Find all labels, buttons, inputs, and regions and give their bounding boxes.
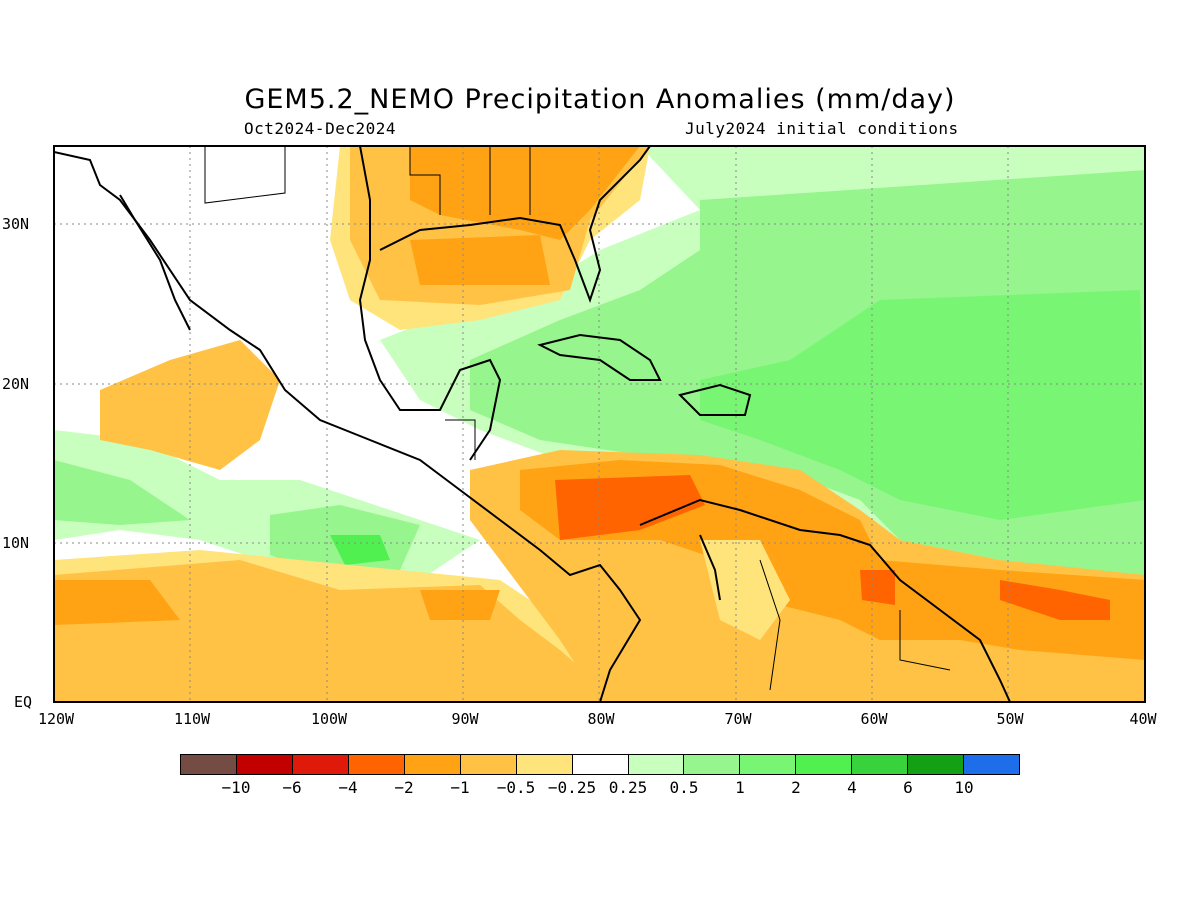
colorbar-swatch bbox=[964, 755, 1020, 774]
colorbar-label: 1 bbox=[735, 778, 745, 797]
andes-yellow bbox=[700, 540, 790, 640]
colorbar-label: −1 bbox=[450, 778, 470, 797]
colorbar-label: −2 bbox=[394, 778, 414, 797]
colorbar-swatch bbox=[740, 755, 797, 774]
colorbar-label: 6 bbox=[903, 778, 913, 797]
colorbar-swatch bbox=[908, 755, 965, 774]
graticule bbox=[54, 146, 1145, 702]
initial-conditions-label: July2024 initial conditions bbox=[685, 119, 959, 138]
lon-label-70w: 70W bbox=[724, 710, 752, 728]
lon-label-50w: 50W bbox=[996, 710, 1024, 728]
colorbar bbox=[180, 754, 1020, 775]
pacific-orange-core-east bbox=[420, 590, 500, 620]
lat-label-10n: 10N bbox=[2, 534, 30, 552]
colorbar-swatch bbox=[460, 755, 517, 774]
pacific-orange-core-west bbox=[54, 580, 180, 625]
lat-label-eq: EQ bbox=[14, 693, 33, 711]
caribbean-deep-orange bbox=[555, 475, 705, 540]
colorbar-swatch bbox=[628, 755, 685, 774]
colorbar-swatch bbox=[236, 755, 293, 774]
guiana-deep-orange bbox=[860, 570, 895, 605]
lon-label-40w: 40W bbox=[1129, 710, 1157, 728]
colorbar-label: −6 bbox=[282, 778, 302, 797]
lon-label-90w: 90W bbox=[451, 710, 479, 728]
lon-label-60w: 60W bbox=[860, 710, 888, 728]
colorbar-label: −4 bbox=[338, 778, 358, 797]
colorbar-label: −0.25 bbox=[547, 778, 597, 797]
plot-frame bbox=[53, 145, 1146, 703]
southeast-us-orange bbox=[410, 146, 640, 240]
lat-label-30n: 30N bbox=[2, 215, 30, 233]
lon-label-110w: 110W bbox=[173, 710, 211, 728]
colorbar-swatch bbox=[852, 755, 909, 774]
map-title: GEM5.2_NEMO Precipitation Anomalies (mm/… bbox=[244, 84, 956, 115]
pacific-green-core bbox=[330, 535, 390, 565]
colorbar-label: 0.5 bbox=[669, 778, 699, 797]
colorbar-swatch bbox=[572, 755, 629, 774]
colorbar-label: 10 bbox=[954, 778, 974, 797]
mid-green-region bbox=[700, 290, 1145, 520]
colorbar-label: −0.5 bbox=[496, 778, 536, 797]
colorbar-label: 0.25 bbox=[608, 778, 648, 797]
colorbar-swatch bbox=[684, 755, 741, 774]
lon-label-120w: 120W bbox=[37, 710, 75, 728]
political-borders bbox=[204, 146, 951, 691]
colorbar-label: −10 bbox=[221, 778, 251, 797]
colorbar-label: 4 bbox=[847, 778, 857, 797]
atlantic-deep-orange bbox=[1000, 580, 1110, 620]
lon-label-80w: 80W bbox=[587, 710, 615, 728]
colorbar-swatch bbox=[796, 755, 853, 774]
colorbar-swatch bbox=[404, 755, 461, 774]
gulf-orange bbox=[410, 235, 550, 285]
colorbar-swatch bbox=[292, 755, 349, 774]
lat-label-20n: 20N bbox=[2, 375, 30, 393]
colorbar-label: 2 bbox=[791, 778, 801, 797]
colorbar-swatch bbox=[516, 755, 573, 774]
lon-label-100w: 100W bbox=[310, 710, 348, 728]
coastlines bbox=[54, 146, 1011, 702]
colorbar-swatch bbox=[181, 755, 237, 774]
pacific-green-west bbox=[54, 460, 190, 525]
period-label: Oct2024-Dec2024 bbox=[244, 119, 396, 138]
colorbar-swatch bbox=[348, 755, 405, 774]
